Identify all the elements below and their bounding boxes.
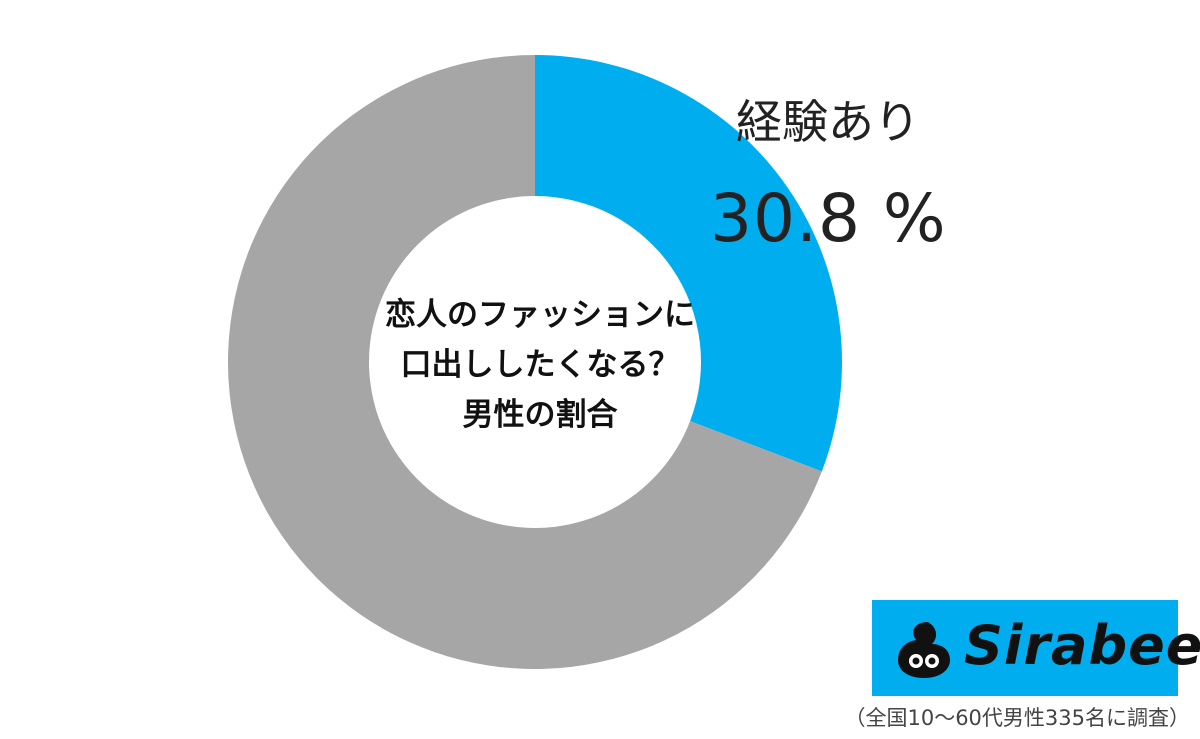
slice-value-experienced: 30.8 %	[710, 180, 947, 257]
donut-slice-2	[227, 55, 822, 670]
slice-label-experienced: 経験あり	[736, 95, 920, 149]
center-title-line-3: 男性の割合	[462, 397, 618, 433]
chart-center-title: 恋人のファッションに 口出ししたくなる？ 男性の割合	[360, 290, 720, 440]
sirabee-logo-icon	[898, 622, 950, 678]
center-title-line-2: 口出ししたくなる？	[400, 347, 680, 383]
sirabee-logo: Sirabee	[872, 600, 1200, 696]
survey-footnote: （全国10～60代男性335名に調査）	[844, 706, 1190, 730]
donut-slice-1	[535, 55, 842, 472]
logo-text: Sirabee	[964, 614, 1200, 677]
center-title-line-1: 恋人のファッションに	[385, 297, 695, 333]
